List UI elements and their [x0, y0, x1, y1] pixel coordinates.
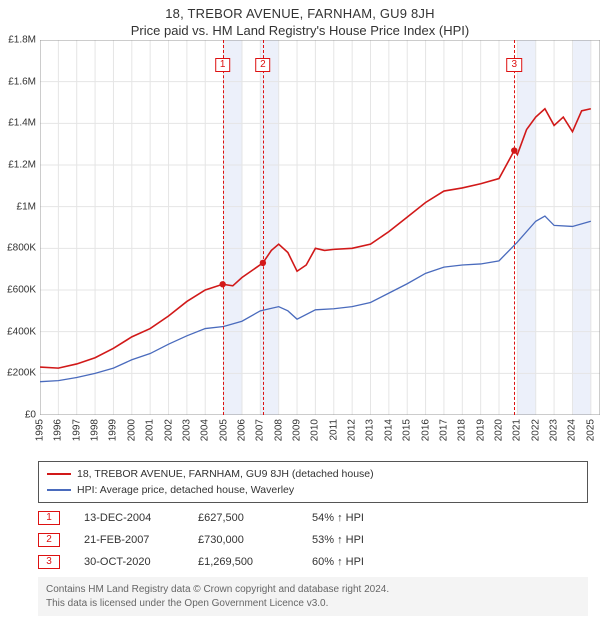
sale-marker-1: 1 [215, 58, 231, 72]
y-tick: £1.6M [8, 76, 36, 87]
legend-label: HPI: Average price, detached house, Wave… [77, 484, 294, 496]
x-tick: 2003 [181, 419, 192, 441]
x-tick: 2002 [163, 419, 174, 441]
x-tick: 2024 [567, 419, 578, 441]
txn-pct: 54% ↑ HPI [312, 512, 422, 524]
y-axis: £0£200K£400K£600K£800K£1M£1.2M£1.4M£1.6M… [0, 40, 38, 415]
txn-date: 21-FEB-2007 [84, 534, 174, 546]
table-row: 1 13-DEC-2004 £627,500 54% ↑ HPI [38, 507, 588, 529]
y-tick: £400K [7, 326, 36, 337]
transactions-table: 1 13-DEC-2004 £627,500 54% ↑ HPI 2 21-FE… [38, 507, 588, 573]
x-tick: 2001 [145, 419, 156, 441]
txn-price: £730,000 [198, 534, 288, 546]
x-tick: 1999 [108, 419, 119, 441]
title-subtitle: Price paid vs. HM Land Registry's House … [0, 23, 600, 38]
y-tick: £1.8M [8, 35, 36, 46]
x-tick: 2023 [549, 419, 560, 441]
title-address: 18, TREBOR AVENUE, FARNHAM, GU9 8JH [0, 6, 600, 21]
y-tick: £600K [7, 285, 36, 296]
x-tick: 1995 [35, 419, 46, 441]
x-tick: 2007 [255, 419, 266, 441]
legend-row: 18, TREBOR AVENUE, FARNHAM, GU9 8JH (det… [47, 466, 579, 482]
txn-date: 30-OCT-2020 [84, 556, 174, 568]
x-tick: 1998 [90, 419, 101, 441]
x-tick: 2016 [420, 419, 431, 441]
x-tick: 2005 [218, 419, 229, 441]
x-tick: 1996 [53, 419, 64, 441]
x-tick: 2011 [328, 419, 339, 441]
y-tick: £1.4M [8, 118, 36, 129]
legend-label: 18, TREBOR AVENUE, FARNHAM, GU9 8JH (det… [77, 468, 374, 480]
x-tick: 2015 [402, 419, 413, 441]
txn-price: £1,269,500 [198, 556, 288, 568]
y-tick: £200K [7, 368, 36, 379]
x-tick: 2018 [457, 419, 468, 441]
footer-line: This data is licensed under the Open Gov… [46, 597, 580, 611]
table-row: 2 21-FEB-2007 £730,000 53% ↑ HPI [38, 529, 588, 551]
x-tick: 2022 [530, 419, 541, 441]
x-tick: 2008 [273, 419, 284, 441]
y-tick: £1M [17, 201, 36, 212]
x-tick: 2006 [236, 419, 247, 441]
plot-area: £0£200K£400K£600K£800K£1M£1.2M£1.4M£1.6M… [40, 40, 600, 415]
x-tick: 2013 [365, 419, 376, 441]
x-tick: 2021 [512, 419, 523, 441]
txn-num: 3 [38, 555, 60, 569]
txn-price: £627,500 [198, 512, 288, 524]
sale-marker-3: 3 [506, 58, 522, 72]
txn-pct: 60% ↑ HPI [312, 556, 422, 568]
x-tick: 2014 [383, 419, 394, 441]
y-tick: £800K [7, 243, 36, 254]
legend-swatch [47, 489, 71, 491]
x-axis: 1995199619971998199920002001200220032004… [40, 415, 600, 455]
x-tick: 2020 [494, 419, 505, 441]
x-tick: 2017 [438, 419, 449, 441]
x-tick: 2000 [126, 419, 137, 441]
x-tick: 2004 [200, 419, 211, 441]
legend-row: HPI: Average price, detached house, Wave… [47, 482, 579, 498]
txn-num: 1 [38, 511, 60, 525]
x-tick: 2009 [292, 419, 303, 441]
txn-pct: 53% ↑ HPI [312, 534, 422, 546]
table-row: 3 30-OCT-2020 £1,269,500 60% ↑ HPI [38, 551, 588, 573]
chart-container: 18, TREBOR AVENUE, FARNHAM, GU9 8JH Pric… [0, 0, 600, 616]
x-tick: 2019 [475, 419, 486, 441]
x-tick: 2010 [310, 419, 321, 441]
txn-num: 2 [38, 533, 60, 547]
txn-date: 13-DEC-2004 [84, 512, 174, 524]
legend: 18, TREBOR AVENUE, FARNHAM, GU9 8JH (det… [38, 461, 588, 503]
x-tick: 2025 [585, 419, 596, 441]
chart-titles: 18, TREBOR AVENUE, FARNHAM, GU9 8JH Pric… [0, 0, 600, 40]
x-tick: 1997 [71, 419, 82, 441]
sale-marker-2: 2 [255, 58, 271, 72]
x-tick: 2012 [347, 419, 358, 441]
legend-swatch [47, 473, 71, 475]
y-tick: £1.2M [8, 160, 36, 171]
footer: Contains HM Land Registry data © Crown c… [38, 577, 588, 616]
